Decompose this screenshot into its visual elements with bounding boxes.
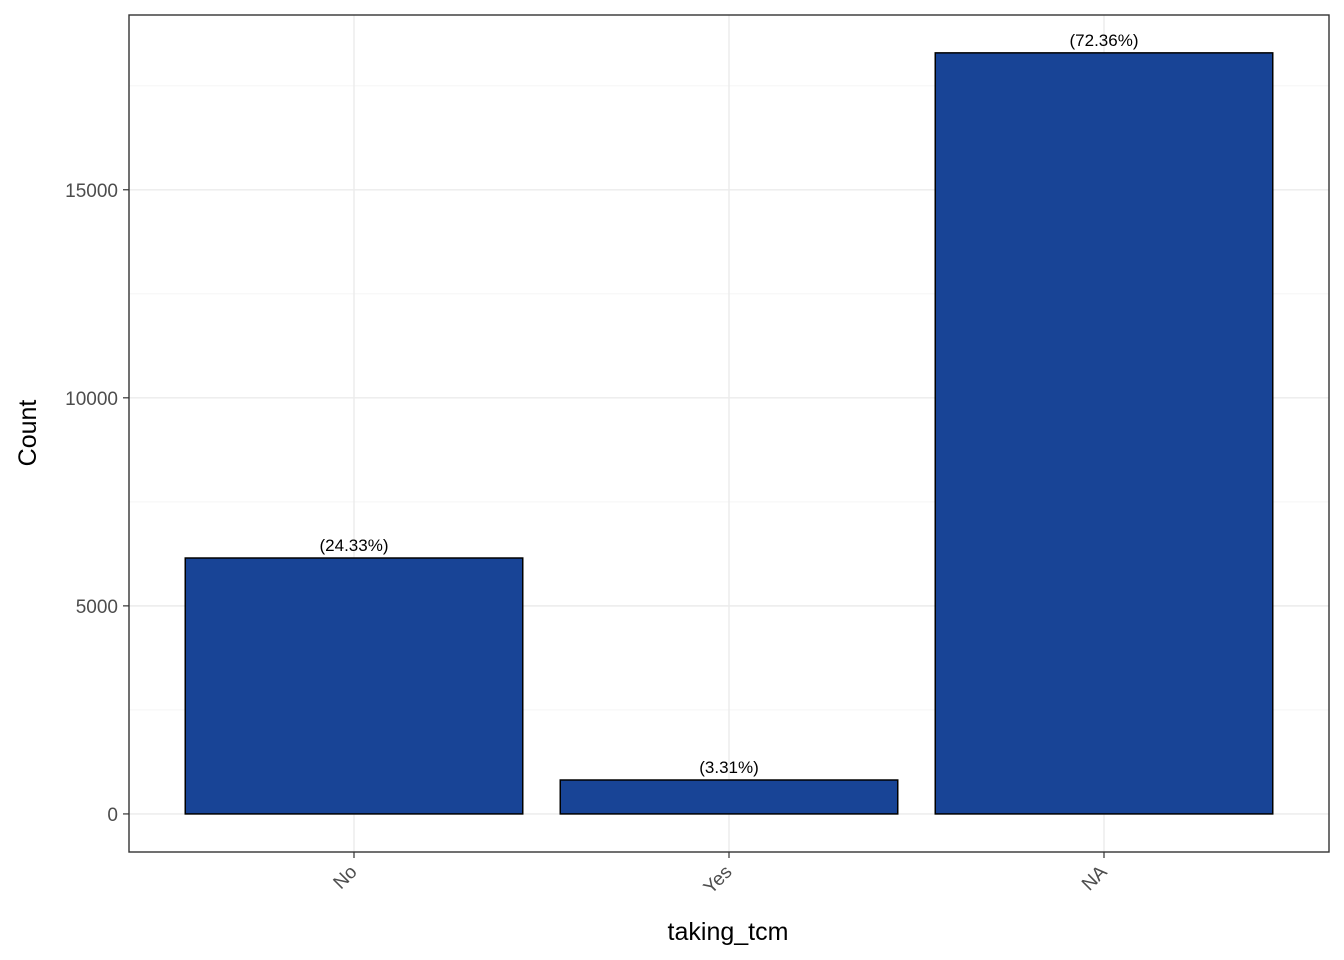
data-labels: (24.33%) (3.31%) (72.36%) <box>320 31 1139 777</box>
data-label-yes: (3.31%) <box>699 758 759 777</box>
y-tick-label: 5000 <box>76 597 118 618</box>
y-tick-label: 0 <box>107 805 118 826</box>
y-tick-label: 15000 <box>65 181 118 202</box>
x-axis: No Yes NA <box>330 852 1112 898</box>
bar-no <box>184 557 524 815</box>
y-axis: 0 5000 10000 15000 <box>65 181 129 826</box>
x-tick-label: NA <box>1078 861 1112 895</box>
x-tick-label: No <box>330 862 362 894</box>
data-label-na: (72.36%) <box>1070 31 1139 50</box>
data-label-no: (24.33%) <box>320 536 389 555</box>
x-axis-title: taking_tcm <box>668 918 789 946</box>
bar-yes <box>559 779 899 815</box>
bars <box>184 52 1274 815</box>
y-axis-title: Count <box>14 400 42 467</box>
bar-na <box>934 52 1274 815</box>
x-tick-label: Yes <box>700 862 737 899</box>
y-tick-label: 10000 <box>65 389 118 410</box>
